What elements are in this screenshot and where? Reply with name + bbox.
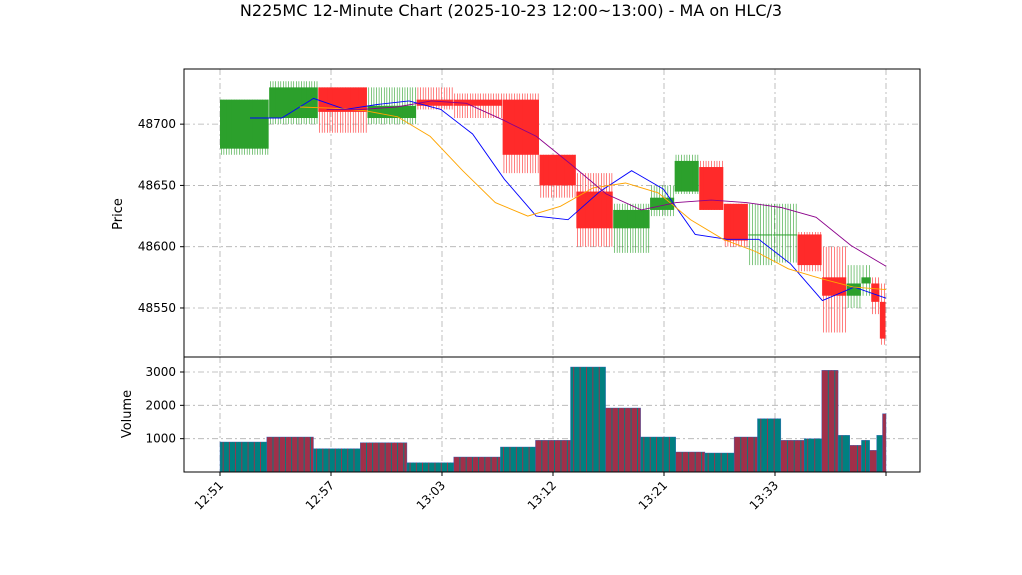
volume-bar — [313, 448, 361, 473]
candle-body — [539, 154, 576, 186]
candle — [846, 265, 861, 308]
volume-bar — [733, 436, 758, 473]
volume-bar — [821, 370, 839, 473]
price-axis: 48550 48600 48650 48700 — [138, 117, 184, 315]
candle-body — [613, 209, 650, 229]
candle — [748, 203, 773, 266]
volume-bar — [360, 442, 408, 473]
volume-bar-body — [849, 445, 862, 473]
volume-bar — [675, 451, 706, 473]
x-tick-label: 13:33 — [747, 478, 781, 512]
x-axis: 12:51 12:57 13:03 13:12 13:21 13:33 — [192, 472, 887, 513]
candle — [453, 93, 503, 119]
volume-tick-label: 1000 — [145, 432, 176, 446]
candle-body — [879, 301, 886, 339]
candle — [416, 87, 453, 110]
volume-bar-body — [313, 448, 361, 473]
candle — [269, 81, 318, 125]
volume-bar — [704, 452, 735, 473]
candle — [797, 231, 822, 272]
x-tick-label: 12:51 — [192, 478, 226, 512]
volume-bar-body — [876, 435, 883, 473]
volume-bars — [219, 366, 887, 473]
volume-bar — [882, 413, 887, 473]
volume-tick-label: 3000 — [145, 365, 176, 379]
ma-purple-line — [326, 100, 887, 267]
candle — [650, 185, 675, 217]
x-tick-label: 13:12 — [525, 478, 559, 512]
candle — [772, 203, 798, 263]
price-candles — [220, 81, 886, 345]
volume-bar — [861, 440, 870, 473]
volume-bar-body — [882, 413, 887, 473]
candle — [502, 93, 539, 174]
candle — [674, 154, 699, 195]
volume-bar-body — [675, 451, 706, 473]
volume-bar — [535, 440, 571, 473]
x-tick-label: 13:21 — [636, 478, 670, 512]
candle — [822, 246, 847, 333]
volume-bar — [849, 445, 862, 473]
volume-bar-body — [570, 366, 606, 473]
candle — [723, 203, 748, 247]
volume-bar-body — [704, 452, 735, 473]
volume-bar-body — [837, 435, 850, 473]
price-tick-label: 48550 — [138, 301, 176, 315]
volume-bar — [876, 435, 883, 473]
volume-bar — [605, 407, 641, 473]
x-tick-label: 12:57 — [303, 478, 337, 512]
volume-bar — [453, 456, 501, 473]
candle-body — [502, 99, 539, 155]
volume-bar-body — [266, 436, 314, 473]
volume-bar — [780, 440, 805, 473]
volume-panel-frame — [183, 356, 921, 473]
candle — [367, 87, 417, 125]
moving-averages — [250, 97, 887, 302]
volume-bar — [640, 436, 676, 473]
ma-orange-line — [299, 106, 887, 291]
candle — [539, 154, 576, 198]
volume-bar-body — [605, 407, 641, 473]
volume-bar-body — [360, 442, 408, 473]
x-tick-label: 13:03 — [414, 478, 448, 512]
chart-title: N225MC 12-Minute Chart (2025-10-23 12:00… — [239, 1, 783, 20]
volume-bar-body — [640, 436, 676, 473]
volume-bar-body — [535, 440, 571, 473]
candle — [576, 173, 613, 247]
price-tick-label: 48700 — [138, 117, 176, 131]
candle — [699, 160, 724, 210]
volume-bar — [757, 418, 782, 473]
volume-bar-body — [500, 446, 536, 473]
ma-blue-line — [250, 97, 887, 302]
volume-bar — [837, 435, 850, 473]
price-ylabel: Price — [111, 198, 126, 230]
volume-bar-body — [406, 462, 454, 473]
volume-axis: 1000 2000 3000 — [145, 365, 184, 446]
candle-body — [576, 191, 613, 229]
volume-bar — [869, 450, 877, 473]
volume-bar — [570, 366, 606, 473]
volume-ylabel: Volume — [120, 390, 135, 438]
price-tick-label: 48650 — [138, 178, 176, 192]
candle — [613, 203, 650, 253]
candle — [879, 283, 886, 345]
volume-bar-body — [804, 438, 822, 473]
volume-bar — [406, 462, 454, 473]
candle-body — [416, 99, 453, 106]
volume-bar — [500, 446, 536, 473]
volume-bar-body — [219, 441, 267, 473]
candle — [220, 99, 269, 155]
price-tick-label: 48600 — [138, 240, 176, 254]
volume-bar — [219, 441, 267, 473]
volume-tick-label: 2000 — [145, 398, 176, 412]
volume-bar — [266, 436, 314, 473]
volume-bar-body — [453, 456, 501, 473]
volume-bar-body — [821, 370, 839, 473]
volume-bar — [804, 438, 822, 473]
